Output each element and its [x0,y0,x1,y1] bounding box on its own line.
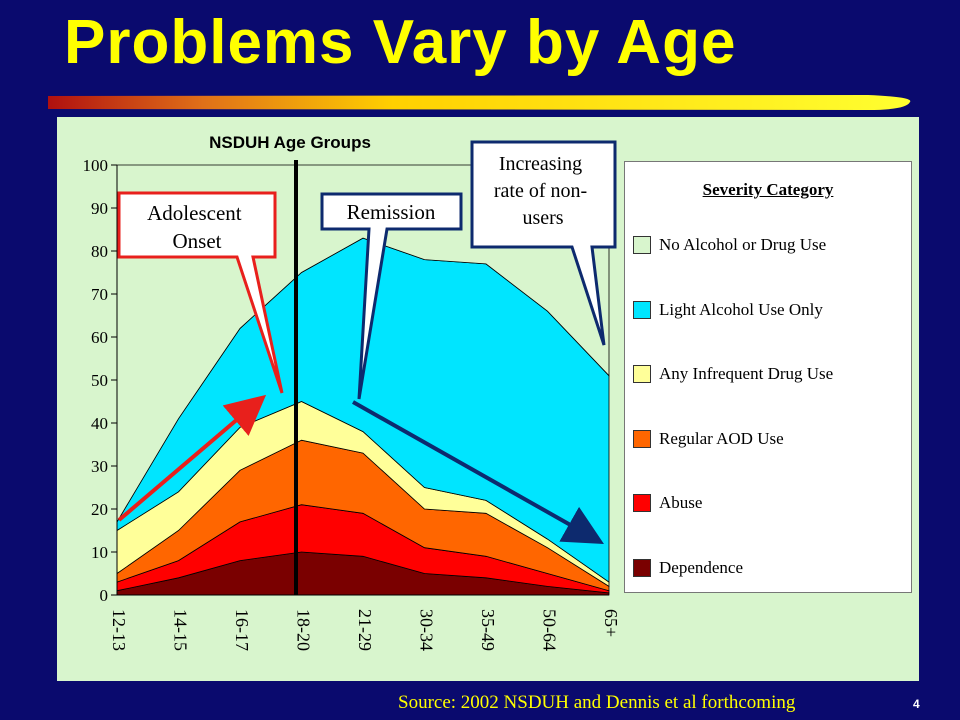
x-tick-label: 12-13 [109,609,129,651]
legend-item-light-alcohol-use-only: Light Alcohol Use Only [633,299,823,321]
legend-swatch [633,300,651,319]
legend-swatch [633,429,651,448]
svg-text:Adolescent Onset: Adolescent Onset [147,201,247,253]
chart-title: NSDUH Age Groups [209,133,371,152]
legend-item-no-alcohol-or-drug-use: No Alcohol or Drug Use [633,234,826,256]
y-tick-label: 50 [91,371,108,390]
legend-item-dependence: Dependence [633,557,743,579]
title-underline-swoosh [48,95,911,110]
callout-adolescent-onset: Adolescent Onset [117,191,284,394]
stacked-area-chart: NSDUH Age Groups 0102030405060708090100 … [83,133,621,651]
legend-title: Severity Category [702,180,834,199]
x-tick-label: 21-29 [355,609,375,651]
legend-label: Dependence [659,557,744,577]
callout-non-users-line3: users [522,207,563,229]
legend-label: Light Alcohol Use Only [659,299,823,319]
remission-trend-arrow [352,400,604,544]
slide-title: Problems Vary by Age [64,8,737,77]
legend-item-regular-aod-use: Regular AOD Use [633,428,784,450]
svg-text:Increasing rate of non-: Increasing rate of non- users [494,153,592,229]
x-tick-label: 65+ [601,609,621,637]
callout-adolescent-onset-line2: Onset [173,229,222,253]
callout-non-users-line2: rate of non- [494,180,587,202]
y-axis: 0 10 20 30 40 50 60 70 80 90 100 [83,156,118,605]
callout-remission: Remission [320,192,463,400]
page-number: 4 [913,697,920,711]
x-tick-label: 16-17 [232,609,252,651]
y-tick-label: 40 [91,414,108,433]
legend-item-abuse: Abuse [633,492,702,514]
legend-label: No Alcohol or Drug Use [659,235,827,254]
legend-swatch [633,494,651,512]
y-tick-label: 20 [91,500,108,519]
y-tick-label: 30 [91,457,108,476]
legend-item-any-infrequent-drug-use: Any Infrequent Drug Use [633,363,833,385]
legend-swatch [633,236,651,254]
y-tick-label: 90 [91,199,108,218]
legend-swatch [633,558,651,577]
callout-increasing-non-users: Increasing rate of non- users [470,140,617,346]
x-axis: 12-13 14-15 16-17 18-20 21-29 30-34 35-49 50-64… [109,594,621,651]
onset-trend-arrow [117,394,267,522]
callout-non-users-line1: Increasing [499,153,582,175]
legend-label: Any Infrequent Drug Use [659,364,834,383]
x-tick-label: 18-20 [293,609,313,651]
legend-label: Regular AOD Use [659,428,784,448]
y-tick-label: 100 [83,156,109,175]
callout-adolescent-onset-line1: Adolescent [147,201,242,225]
y-tick-label: 0 [100,586,109,605]
legend: Severity Category No Alcohol or Drug Use… [624,161,912,593]
x-tick-label: 30-34 [416,609,436,651]
callout-remission-text: Remission [347,200,436,224]
y-tick-label: 60 [91,328,108,347]
x-tick-label: 14-15 [170,609,190,651]
x-tick-label: 50-64 [539,609,559,651]
x-tick-label: 35-49 [478,609,498,651]
y-tick-label: 70 [91,285,108,304]
y-tick-label: 80 [91,242,108,261]
source-note: Source: 2002 NSDUH and Dennis et al fort… [398,692,796,713]
legend-swatch [633,365,651,383]
legend-label: Abuse [659,493,703,512]
y-tick-label: 10 [91,543,108,562]
